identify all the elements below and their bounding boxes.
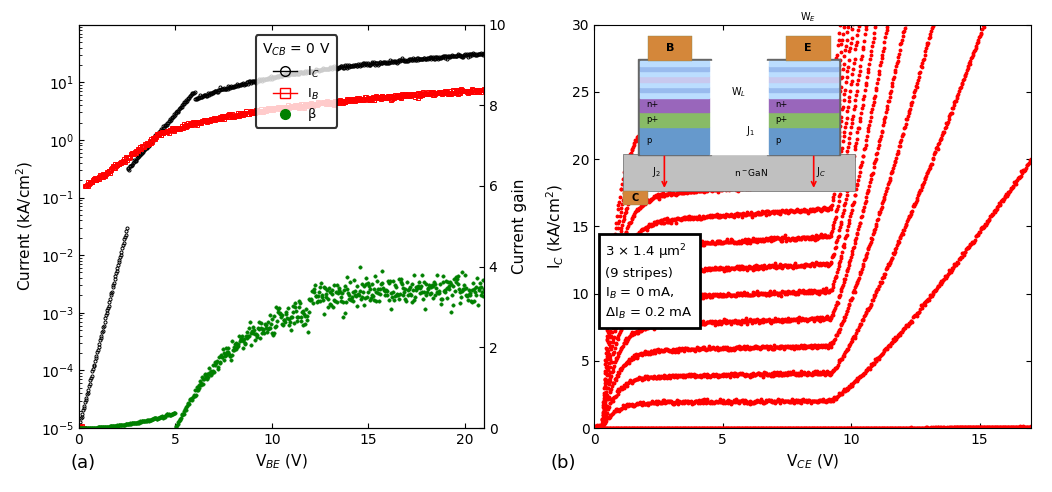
Y-axis label: I$_C$ (kA/cm$^2$): I$_C$ (kA/cm$^2$) [545,184,566,269]
Bar [640,92,709,98]
Bar [769,92,837,98]
Text: J$_C$: J$_C$ [816,165,826,179]
Text: n$^-$GaN: n$^-$GaN [734,167,768,178]
Text: 3 × 1.4 μm$^2$
(9 stripes)
I$_B$ = 0 mA,
ΔI$_B$ = 0.2 mA: 3 × 1.4 μm$^2$ (9 stripes) I$_B$ = 0 mA,… [605,243,693,321]
Bar [640,87,709,92]
Bar [786,36,830,61]
Bar [640,61,709,66]
Text: p: p [775,136,781,145]
Bar [769,66,837,71]
Bar [640,126,709,154]
Bar [640,112,709,126]
Bar [767,59,839,155]
Text: E: E [805,43,812,53]
Y-axis label: Current gain: Current gain [512,179,527,274]
Bar [640,82,709,87]
Bar [769,87,837,92]
Text: B: B [666,43,674,53]
Bar [640,76,709,82]
Bar [769,98,837,112]
Bar [640,66,709,71]
Bar [709,61,769,154]
Legend: I$_C$, I$_B$, β: I$_C$, I$_B$, β [256,35,338,128]
Text: p+: p+ [646,115,659,124]
Bar [648,36,692,61]
Text: p: p [646,136,651,145]
Bar [623,191,648,205]
Text: C: C [631,193,639,203]
Text: n+: n+ [775,100,787,109]
X-axis label: V$_{CE}$ (V): V$_{CE}$ (V) [786,453,839,471]
Bar [640,98,709,112]
Bar [623,154,855,191]
Bar [640,71,709,76]
Text: n+: n+ [646,100,659,109]
X-axis label: V$_{BE}$ (V): V$_{BE}$ (V) [255,453,308,471]
Bar [769,112,837,126]
Text: p+: p+ [775,115,787,124]
Bar [769,71,837,76]
Text: J$_2$: J$_2$ [651,165,661,179]
Y-axis label: Current (kA/cm$^2$): Current (kA/cm$^2$) [15,161,35,291]
Text: W$_E$: W$_E$ [801,10,816,24]
Bar [769,76,837,82]
Bar [769,126,837,154]
Bar [769,82,837,87]
Text: J$_1$: J$_1$ [747,124,755,138]
Bar [769,61,837,66]
Text: W$_L$: W$_L$ [731,85,747,99]
Text: (a): (a) [70,455,96,472]
Bar [639,59,711,155]
Text: (b): (b) [551,455,576,472]
